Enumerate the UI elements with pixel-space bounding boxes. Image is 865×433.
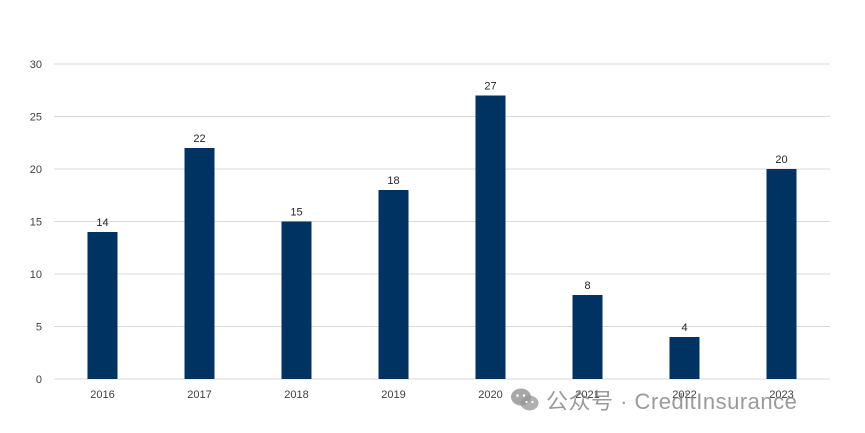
bar bbox=[572, 295, 603, 379]
x-tick-label: 2016 bbox=[90, 389, 114, 401]
x-tick-label: 2019 bbox=[381, 389, 405, 401]
watermark: 公众号 · CreditInsurance bbox=[510, 384, 797, 416]
bar bbox=[184, 148, 215, 379]
bar bbox=[378, 190, 409, 379]
x-tick-label: 2022 bbox=[672, 389, 696, 401]
y-tick-label: 5 bbox=[36, 322, 42, 334]
data-label: 27 bbox=[484, 81, 496, 93]
bar bbox=[475, 95, 506, 379]
bar bbox=[87, 232, 118, 379]
bar bbox=[766, 169, 797, 379]
data-label: 22 bbox=[193, 133, 205, 145]
bar bbox=[669, 337, 700, 379]
x-tick-label: 2021 bbox=[575, 389, 599, 401]
wechat-icon bbox=[511, 388, 539, 411]
y-tick-label: 20 bbox=[30, 164, 42, 176]
watermark-text: 公众号 · CreditInsurance bbox=[546, 389, 798, 414]
y-tick-label: 10 bbox=[30, 269, 42, 281]
y-tick-label: 0 bbox=[36, 374, 42, 386]
x-tick-label: 2017 bbox=[187, 389, 211, 401]
data-label: 20 bbox=[775, 154, 787, 166]
data-label: 8 bbox=[584, 280, 590, 292]
y-tick-label: 15 bbox=[30, 217, 42, 229]
data-label: 14 bbox=[96, 217, 108, 229]
y-tick-label: 25 bbox=[30, 112, 42, 124]
y-tick-label: 30 bbox=[30, 59, 42, 71]
data-label: 4 bbox=[681, 322, 687, 334]
data-label: 18 bbox=[387, 175, 399, 187]
x-tick-label: 2018 bbox=[284, 389, 308, 401]
x-tick-label: 2023 bbox=[769, 389, 793, 401]
bar bbox=[281, 221, 312, 379]
data-label: 15 bbox=[290, 207, 302, 219]
x-tick-label: 2020 bbox=[478, 389, 502, 401]
